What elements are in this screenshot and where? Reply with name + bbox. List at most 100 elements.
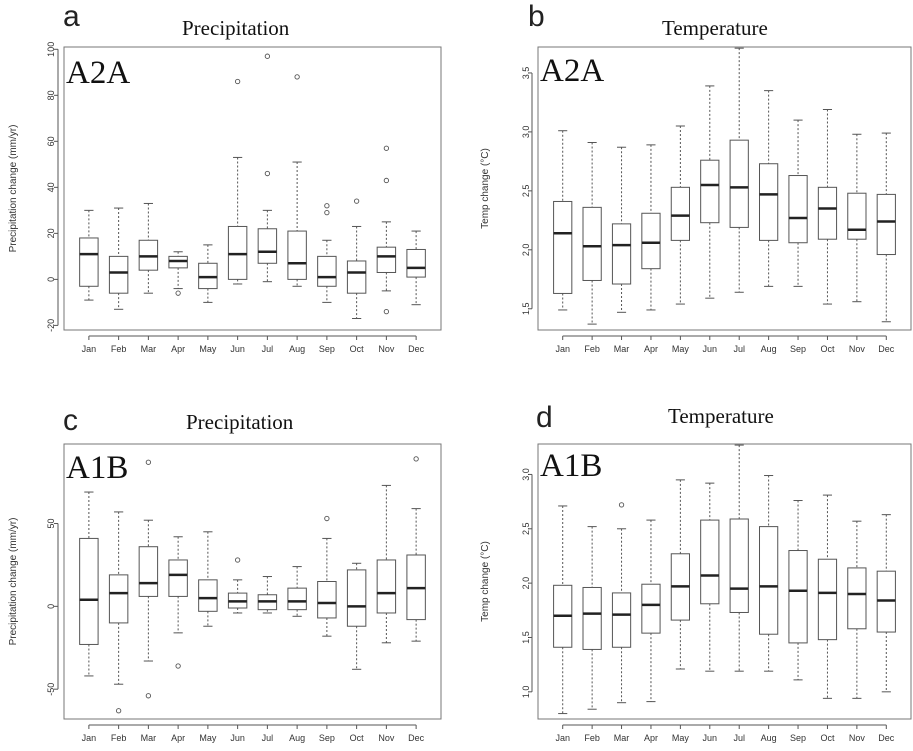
iqr-box bbox=[729, 518, 749, 613]
x-tick-label: May bbox=[199, 733, 217, 743]
box-Dec bbox=[876, 514, 896, 693]
panel-b-title: Temperature bbox=[662, 16, 768, 40]
iqr-box bbox=[108, 255, 129, 294]
iqr-box bbox=[817, 558, 838, 641]
x-tick-label: Jun bbox=[230, 344, 245, 354]
outlier-point bbox=[294, 74, 300, 80]
y-axis-title: Temp change (°C) bbox=[480, 148, 491, 229]
x-tick-label: Mar bbox=[141, 733, 157, 743]
box-Apr bbox=[641, 519, 661, 703]
panel-c-scenario: A1B bbox=[66, 450, 129, 486]
panel-d-letter: d bbox=[536, 401, 553, 434]
box-Mar bbox=[138, 202, 159, 294]
y-tick-label: 3.0 bbox=[521, 468, 531, 481]
panel-b-scenario: A2A bbox=[540, 53, 605, 89]
y-tick-label: 1.5 bbox=[521, 303, 531, 316]
x-tick-label: Sep bbox=[319, 344, 335, 354]
x-tick-label: Jul bbox=[733, 733, 745, 743]
iqr-box bbox=[641, 212, 661, 270]
box-Aug bbox=[759, 90, 779, 287]
box-Jul bbox=[257, 576, 278, 614]
chart-panel-a: -20 0 20 40 60 80 100 Precipitation change (mm/… bbox=[8, 42, 442, 354]
iqr-box bbox=[108, 574, 129, 624]
x-tick-label: Feb bbox=[584, 344, 600, 354]
x-tick-label: Dec bbox=[408, 344, 425, 354]
iqr-box bbox=[788, 175, 808, 244]
x-tick-label: Jul bbox=[262, 733, 274, 743]
iqr-box bbox=[582, 206, 602, 281]
y-axis-title: Precipitation change (mm/yr) bbox=[8, 518, 19, 646]
box-Sep bbox=[788, 119, 808, 287]
box-Sep bbox=[317, 515, 337, 637]
plot-frame bbox=[63, 443, 442, 720]
panel-d-scenario: A1B bbox=[540, 448, 603, 484]
y-tick-label: 3.5 bbox=[521, 67, 531, 80]
outlier-point bbox=[115, 708, 122, 714]
box-Oct bbox=[346, 198, 367, 319]
y-tick-label: 50 bbox=[46, 519, 56, 529]
iqr-box bbox=[641, 583, 661, 634]
iqr-box bbox=[287, 587, 307, 611]
box-Apr bbox=[168, 536, 188, 669]
x-tick-label: Sep bbox=[790, 344, 806, 354]
x-tick-label: Aug bbox=[761, 344, 777, 354]
outlier-point bbox=[264, 170, 271, 177]
iqr-box bbox=[611, 592, 632, 648]
iqr-box bbox=[670, 186, 690, 241]
box-Jan bbox=[553, 505, 573, 715]
outlier-point bbox=[618, 502, 625, 508]
box-Dec bbox=[406, 230, 426, 306]
iqr-box bbox=[79, 237, 99, 287]
x-tick-label: Jul bbox=[733, 344, 745, 354]
box-Sep bbox=[788, 500, 808, 681]
x-tick-label: Jan bbox=[82, 733, 97, 743]
outlier-point bbox=[383, 177, 390, 184]
chart-panel-d: 1.0 1.5 2.0 2.5 3.0 Temp change (°C) Jan Feb Mar… bbox=[480, 443, 912, 743]
iqr-box bbox=[406, 248, 426, 278]
x-tick-label: Apr bbox=[644, 733, 658, 743]
y-tick-label: 2.0 bbox=[521, 577, 531, 590]
x-tick-label: Mar bbox=[614, 733, 630, 743]
y-axis-title: Temp change (°C) bbox=[480, 541, 491, 622]
x-tick-label: Aug bbox=[289, 344, 305, 354]
panel-a-title: Precipitation bbox=[182, 16, 290, 40]
iqr-box bbox=[79, 537, 99, 645]
iqr-box bbox=[847, 567, 867, 630]
x-tick-label: Sep bbox=[319, 733, 335, 743]
box-May bbox=[670, 125, 690, 305]
x-tick-label: May bbox=[672, 344, 690, 354]
x-tick-label: Aug bbox=[761, 733, 777, 743]
outlier-point bbox=[413, 456, 419, 462]
y-tick-label: 100 bbox=[46, 42, 56, 57]
iqr-box bbox=[287, 230, 307, 280]
box-Nov bbox=[376, 484, 397, 644]
box-Aug bbox=[759, 475, 779, 672]
outlier-point bbox=[234, 557, 241, 563]
plot-frame bbox=[537, 443, 912, 720]
panel-b-letter: b bbox=[528, 0, 545, 33]
y-tick-label: -50 bbox=[46, 683, 56, 696]
panel-a-scenario: A2A bbox=[66, 55, 131, 91]
box-Jan bbox=[79, 209, 99, 301]
iqr-box bbox=[376, 246, 397, 273]
y-axis-title: Precipitation change (mm/yr) bbox=[8, 125, 19, 253]
x-tick-label: Dec bbox=[878, 344, 895, 354]
x-tick-label: Dec bbox=[878, 733, 895, 743]
box-Mar bbox=[138, 459, 159, 699]
x-tick-label: Feb bbox=[111, 344, 127, 354]
y-tick-label: 1.0 bbox=[521, 686, 531, 699]
box-Feb bbox=[108, 511, 129, 714]
outlier-point bbox=[145, 693, 152, 699]
box-May bbox=[198, 531, 218, 627]
x-tick-label: Feb bbox=[584, 733, 600, 743]
y-tick-label: 2.0 bbox=[521, 244, 531, 257]
box-Nov bbox=[376, 145, 397, 315]
box-Oct bbox=[346, 562, 367, 670]
x-tick-label: Nov bbox=[378, 733, 395, 743]
iqr-box bbox=[847, 192, 867, 240]
iqr-box bbox=[168, 559, 188, 597]
box-Apr bbox=[641, 144, 661, 311]
y-tick-label: 0 bbox=[46, 277, 56, 282]
box-Jul bbox=[729, 47, 749, 293]
iqr-box bbox=[611, 223, 632, 285]
